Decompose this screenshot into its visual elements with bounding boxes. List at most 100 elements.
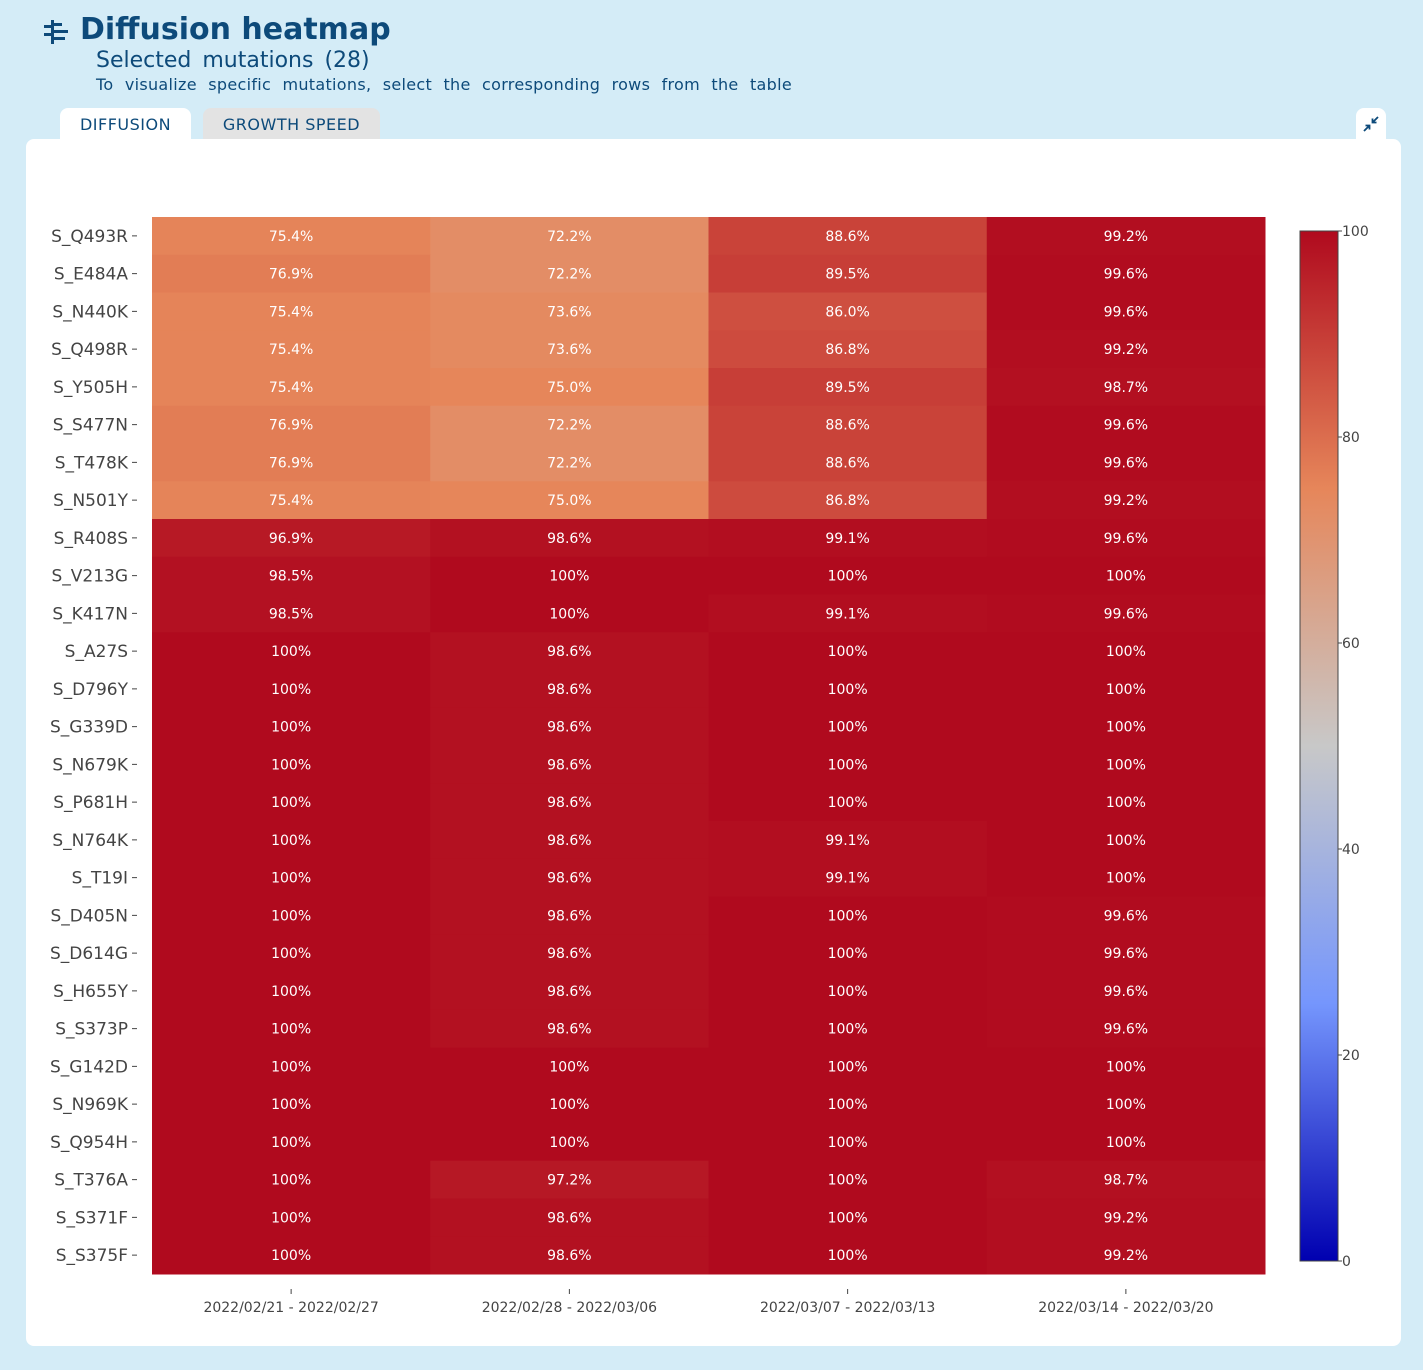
heatmap-cell[interactable]	[708, 670, 988, 709]
heatmap-cell[interactable]	[708, 443, 988, 482]
heatmap-cell[interactable]	[152, 1160, 431, 1199]
heatmap-cell[interactable]	[430, 1123, 709, 1162]
heatmap-cell[interactable]	[708, 707, 988, 746]
heatmap-cell[interactable]	[708, 821, 988, 860]
tab-diffusion[interactable]: DIFFUSION	[60, 108, 191, 140]
heatmap-cell[interactable]	[152, 858, 431, 897]
heatmap-cell[interactable]	[986, 405, 1266, 444]
heatmap-cell[interactable]	[152, 1198, 431, 1237]
heatmap-cell[interactable]	[708, 330, 988, 369]
heatmap-cell[interactable]	[708, 254, 988, 293]
heatmap-cell[interactable]	[430, 896, 709, 935]
heatmap-cell[interactable]	[152, 972, 431, 1011]
heatmap-cell[interactable]	[986, 1085, 1266, 1124]
heatmap-cell[interactable]	[430, 1085, 709, 1124]
heatmap-cell[interactable]	[708, 783, 988, 822]
heatmap-cell[interactable]	[986, 745, 1266, 784]
heatmap-cell[interactable]	[986, 1047, 1266, 1086]
heatmap-cell[interactable]	[152, 368, 431, 407]
heatmap-cell[interactable]	[986, 330, 1266, 369]
heatmap-cell[interactable]	[430, 745, 709, 784]
heatmap-cell[interactable]	[430, 707, 709, 746]
heatmap-cell[interactable]	[152, 934, 431, 973]
tab-growth-speed[interactable]: GROWTH SPEED	[203, 108, 380, 140]
heatmap-cell[interactable]	[708, 292, 988, 331]
heatmap-cell[interactable]	[708, 1009, 988, 1048]
heatmap-cell[interactable]	[430, 632, 709, 671]
heatmap-cell[interactable]	[430, 594, 709, 633]
heatmap-cell[interactable]	[708, 1236, 988, 1275]
heatmap-cell[interactable]	[430, 1160, 709, 1199]
heatmap-cell[interactable]	[152, 783, 431, 822]
heatmap-cell[interactable]	[708, 1198, 988, 1237]
heatmap-cell[interactable]	[986, 1236, 1266, 1275]
heatmap-cell[interactable]	[430, 292, 709, 331]
heatmap-cell[interactable]	[430, 783, 709, 822]
heatmap-cell[interactable]	[152, 405, 431, 444]
heatmap-cell[interactable]	[152, 1085, 431, 1124]
heatmap-cell[interactable]	[986, 632, 1266, 671]
heatmap-cell[interactable]	[708, 481, 988, 520]
heatmap-cell[interactable]	[986, 594, 1266, 633]
heatmap-cell[interactable]	[152, 745, 431, 784]
heatmap-cell[interactable]	[152, 1123, 431, 1162]
heatmap-cell[interactable]	[430, 858, 709, 897]
heatmap-cell[interactable]	[986, 972, 1266, 1011]
heatmap-cell[interactable]	[430, 254, 709, 293]
heatmap-cell[interactable]	[708, 1047, 988, 1086]
heatmap-cell[interactable]	[152, 632, 431, 671]
heatmap-cell[interactable]	[430, 519, 709, 558]
heatmap-cell[interactable]	[986, 1160, 1266, 1199]
heatmap-cell[interactable]	[152, 707, 431, 746]
heatmap-cell[interactable]	[986, 858, 1266, 897]
heatmap-cell[interactable]	[152, 1236, 431, 1275]
heatmap-cell[interactable]	[430, 934, 709, 973]
heatmap-cell[interactable]	[986, 292, 1266, 331]
heatmap-cell[interactable]	[708, 556, 988, 595]
heatmap-cell[interactable]	[430, 1236, 709, 1275]
heatmap-cell[interactable]	[708, 1085, 988, 1124]
heatmap-cell[interactable]	[152, 254, 431, 293]
heatmap-cell[interactable]	[152, 443, 431, 482]
heatmap-cell[interactable]	[430, 481, 709, 520]
heatmap-cell[interactable]	[986, 443, 1266, 482]
heatmap-cell[interactable]	[986, 896, 1266, 935]
heatmap-cell[interactable]	[986, 934, 1266, 973]
heatmap-cell[interactable]	[430, 972, 709, 1011]
heatmap-cell[interactable]	[986, 556, 1266, 595]
heatmap-cell[interactable]	[986, 1198, 1266, 1237]
heatmap-cell[interactable]	[430, 330, 709, 369]
heatmap-cell[interactable]	[430, 443, 709, 482]
heatmap-cell[interactable]	[430, 1198, 709, 1237]
heatmap-cell[interactable]	[430, 405, 709, 444]
heatmap-cell[interactable]	[708, 594, 988, 633]
heatmap-cell[interactable]	[986, 254, 1266, 293]
heatmap-cell[interactable]	[152, 556, 431, 595]
heatmap-cell[interactable]	[430, 1009, 709, 1048]
heatmap-cell[interactable]	[708, 368, 988, 407]
heatmap-cell[interactable]	[152, 1009, 431, 1048]
heatmap-cell[interactable]	[986, 1009, 1266, 1048]
heatmap-cell[interactable]	[986, 519, 1266, 558]
heatmap-cell[interactable]	[708, 632, 988, 671]
heatmap-cell[interactable]	[986, 1123, 1266, 1162]
heatmap-cell[interactable]	[708, 896, 988, 935]
heatmap-cell[interactable]	[986, 481, 1266, 520]
heatmap-cell[interactable]	[986, 783, 1266, 822]
heatmap-cell[interactable]	[430, 821, 709, 860]
heatmap-cell[interactable]	[152, 519, 431, 558]
heatmap-cell[interactable]	[708, 405, 988, 444]
heatmap-cell[interactable]	[986, 368, 1266, 407]
heatmap-cell[interactable]	[708, 217, 988, 256]
heatmap-cell[interactable]	[430, 670, 709, 709]
heatmap-cell[interactable]	[986, 821, 1266, 860]
heatmap-cell[interactable]	[152, 896, 431, 935]
heatmap-cell[interactable]	[708, 1160, 988, 1199]
heatmap-cell[interactable]	[986, 670, 1266, 709]
heatmap-cell[interactable]	[708, 1123, 988, 1162]
heatmap-cell[interactable]	[708, 519, 988, 558]
heatmap-cell[interactable]	[430, 368, 709, 407]
heatmap-cell[interactable]	[152, 821, 431, 860]
heatmap-cell[interactable]	[152, 330, 431, 369]
heatmap-cell[interactable]	[152, 1047, 431, 1086]
